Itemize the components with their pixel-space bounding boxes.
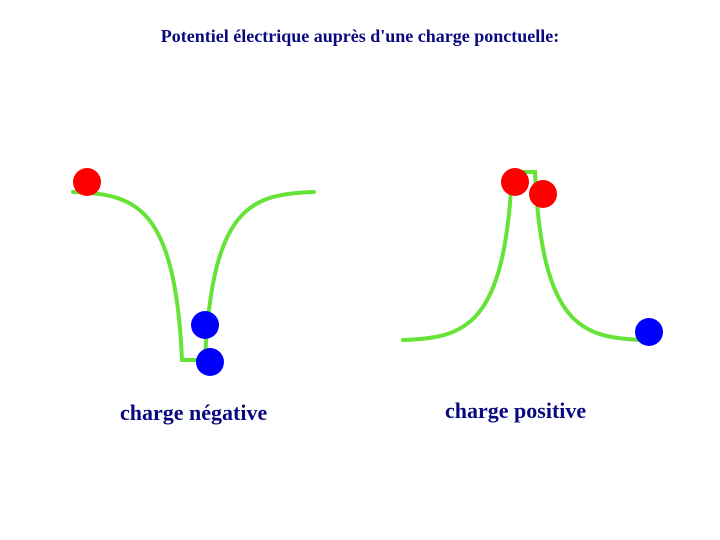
red-dot-right-2 — [529, 180, 557, 208]
red-dot-left — [73, 168, 101, 196]
blue-dot-left-2 — [196, 348, 224, 376]
positive-potential-curve — [403, 172, 644, 340]
negative-caption: charge négative — [120, 400, 267, 426]
red-dot-right-1 — [501, 168, 529, 196]
diagram-title: Potentiel électrique auprès d'une charge… — [0, 26, 720, 47]
positive-charge-plot — [385, 150, 665, 380]
positive-caption: charge positive — [445, 398, 586, 424]
blue-dot-right — [635, 318, 663, 346]
negative-potential-curve — [73, 192, 314, 360]
blue-dot-left-1 — [191, 311, 219, 339]
negative-charge-plot — [55, 150, 335, 380]
